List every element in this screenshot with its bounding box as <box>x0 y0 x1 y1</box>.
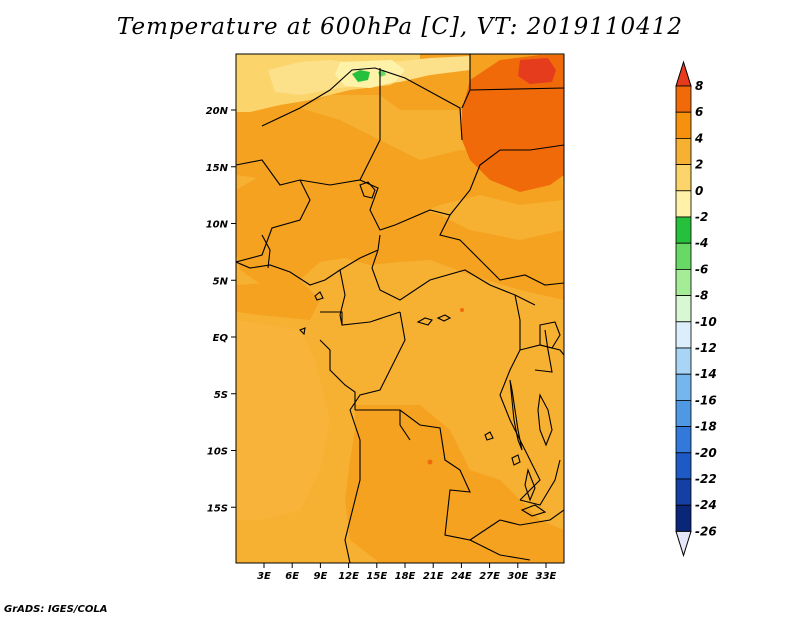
colorbar-segment <box>675 190 692 218</box>
colorbar-label: -10 <box>695 315 717 329</box>
lat-tick-label: EQ <box>213 333 229 344</box>
colorbar-label: -26 <box>695 524 717 538</box>
colorbar-label: -8 <box>695 289 708 303</box>
colorbar-label: -16 <box>695 393 717 407</box>
colorbar-label: -6 <box>695 262 708 276</box>
colorbar-label: -2 <box>695 210 708 224</box>
colorbar-over-arrow <box>675 60 692 87</box>
colorbar-segment <box>675 268 692 296</box>
colorbar-under-arrow <box>675 530 692 558</box>
colorbar-label: -12 <box>695 341 717 355</box>
colorbar-label: -18 <box>695 420 717 434</box>
lat-tick-label: 15S <box>207 503 228 514</box>
temperature-field <box>236 54 564 563</box>
colorbar-segment <box>675 242 692 270</box>
map-title: Temperature at 600hPa [C], VT: 201911041… <box>116 14 684 40</box>
colorbar-segment <box>675 137 692 165</box>
colorbar-segment <box>675 85 692 113</box>
lon-tick-label: 21E <box>423 571 444 582</box>
colorbar-segment <box>675 216 692 244</box>
colorbar-segment <box>675 164 692 192</box>
lon-tick-label: 27E <box>479 571 500 582</box>
colorbar-label: 0 <box>695 184 703 198</box>
lat-tick-label: 10N <box>206 220 229 231</box>
colorbar: 8 6 4 2 0 -2 -4 -6 -8 -10 -12 -14 -16 -18 -20 -22 -24 -26 <box>675 60 717 558</box>
colorbar-label: -4 <box>695 236 708 250</box>
colorbar-segment <box>675 426 692 454</box>
colorbar-label: 2 <box>695 158 703 172</box>
lat-tick-label: 5N <box>213 276 229 287</box>
lon-tick-label: 30E <box>507 571 528 582</box>
colorbar-label: -20 <box>695 446 717 460</box>
colorbar-segment <box>675 295 692 323</box>
footer-credit: GrADS: IGES/COLA <box>4 604 108 615</box>
longitude-axis: 3E 6E 9E 12E 15E 18E 21E 24E 27E 30E 33E <box>257 563 557 582</box>
lon-tick-label: 18E <box>395 571 416 582</box>
lon-tick-label: 15E <box>366 571 387 582</box>
lon-tick-label: 9E <box>314 571 328 582</box>
country-borders <box>236 54 564 563</box>
colorbar-segment <box>675 452 692 480</box>
colorbar-label: 8 <box>695 79 703 93</box>
lat-tick-label: 5S <box>214 390 228 401</box>
lat-tick-label: 15N <box>206 163 229 174</box>
colorbar-label: -22 <box>695 472 717 486</box>
lat-tick-label: 20N <box>206 106 229 117</box>
lon-tick-label: 33E <box>536 571 557 582</box>
colorbar-label: 6 <box>695 105 703 119</box>
lon-tick-label: 12E <box>338 571 359 582</box>
map-frame <box>235 53 565 564</box>
lon-tick-label: 3E <box>257 571 271 582</box>
colorbar-label: -14 <box>695 367 717 381</box>
colorbar-segment <box>675 478 692 506</box>
colorbar-segment <box>675 399 692 427</box>
colorbar-segment <box>675 373 692 401</box>
colorbar-segment <box>675 321 692 349</box>
lon-tick-label: 24E <box>451 571 472 582</box>
latitude-axis: 20N 15N 10N 5N EQ 5S 10S 15S <box>206 106 236 514</box>
colorbar-segment <box>675 504 692 532</box>
colorbar-label: 4 <box>694 131 703 145</box>
colorbar-segment <box>675 111 692 139</box>
lon-tick-label: 6E <box>285 571 299 582</box>
lat-tick-label: 10S <box>207 447 228 458</box>
colorbar-label: -24 <box>695 498 717 512</box>
colorbar-segment <box>675 347 692 375</box>
